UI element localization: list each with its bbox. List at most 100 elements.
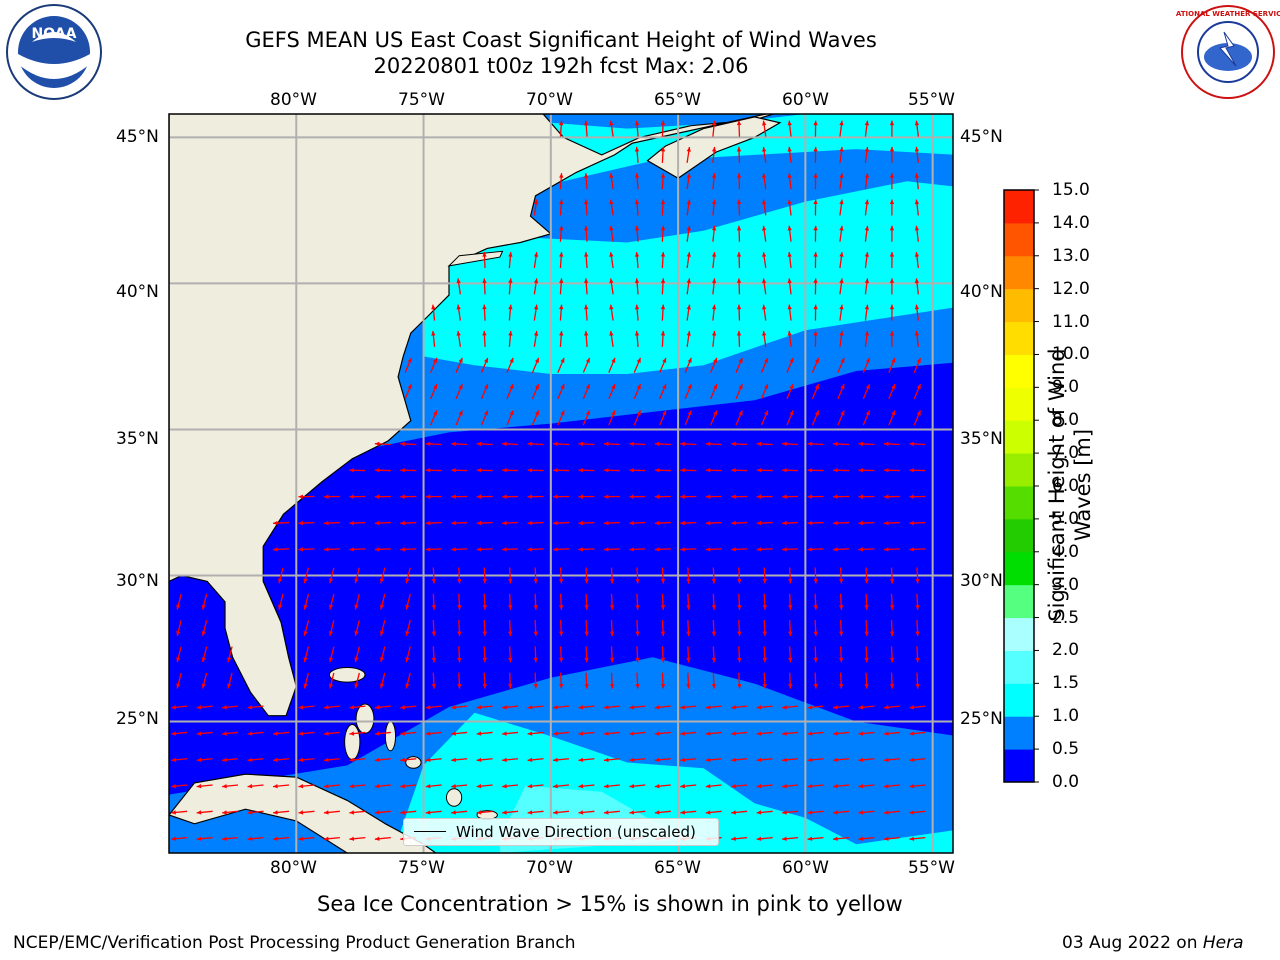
lon-label-bottom: 60°W — [782, 858, 829, 878]
colorbar-label: 3.0 — [1052, 574, 1080, 595]
wave-direction-arrowhead — [553, 441, 558, 447]
wave-direction-arrowhead — [354, 578, 359, 584]
wave-direction-arrowhead — [349, 468, 354, 473]
wave-direction-arrowhead — [379, 630, 385, 636]
wave-direction-arrowhead — [603, 520, 609, 526]
wave-direction-arrowhead — [654, 757, 660, 763]
wave-direction-arrowhead — [654, 784, 660, 789]
wave-direction-arrowhead — [634, 252, 640, 257]
wave-direction-arrowhead — [883, 705, 889, 710]
wave-direction-arrowhead — [328, 604, 334, 610]
wave-direction-arrowhead — [425, 547, 431, 552]
wave-direction-arrowhead — [736, 120, 742, 126]
wave-direction-arrowhead — [584, 252, 589, 257]
wave-direction-arrowhead — [686, 252, 691, 257]
colorbar-label: 0.0 — [1052, 772, 1080, 792]
wave-direction-arrowhead — [662, 357, 667, 363]
wave-direction-arrowhead — [374, 468, 380, 473]
wave-direction-arrowhead — [201, 683, 206, 689]
wave-direction-arrowhead — [858, 441, 864, 447]
wave-direction-arrowhead — [222, 705, 227, 710]
wave-direction-arrowhead — [858, 468, 864, 473]
wave-direction-arrowhead — [686, 173, 691, 179]
lon-label-bottom: 55°W — [908, 858, 955, 878]
wave-direction-arrowhead — [476, 520, 482, 526]
wave-direction-arrowhead — [584, 578, 589, 584]
legend-label: Wind Wave Direction (unscaled) — [456, 823, 696, 841]
wave-direction-arrowhead — [763, 410, 769, 416]
wave-direction-arrowhead — [609, 331, 614, 336]
wave-direction-arrowhead — [833, 520, 838, 526]
wave-direction-arrowhead — [686, 304, 691, 310]
lat-label-left: 25°N — [116, 709, 159, 729]
wave-direction-arrowhead — [476, 441, 482, 447]
wave-direction-arrowhead — [456, 330, 461, 336]
wave-direction-arrowhead — [584, 605, 589, 610]
colorbar-segment — [1004, 387, 1034, 421]
wave-direction-arrowhead — [635, 631, 640, 637]
wave-direction-arrowhead — [839, 578, 844, 584]
wave-direction-arrowhead — [171, 810, 176, 815]
wave-direction-arrowhead — [736, 330, 742, 336]
wave-direction-arrowhead — [527, 757, 533, 763]
colorbar-segment — [1004, 321, 1034, 355]
wave-direction-arrowhead — [915, 605, 920, 610]
wave-direction-arrowhead — [585, 384, 590, 390]
wave-direction-arrowhead — [502, 494, 507, 499]
wave-direction-arrowhead — [222, 810, 227, 815]
wave-direction-arrowhead — [629, 520, 634, 526]
colorbar-label: 14.0 — [1052, 212, 1090, 233]
wave-direction-arrowhead — [914, 225, 920, 231]
wave-direction-arrowhead — [711, 657, 717, 663]
wave-direction-arrowhead — [553, 494, 558, 499]
bahamas-island — [328, 667, 366, 683]
wave-direction-arrowhead — [761, 225, 767, 231]
wave-direction-arrowhead — [278, 578, 283, 584]
wave-direction-arrowhead — [609, 684, 615, 689]
wave-direction-arrowhead — [705, 547, 711, 552]
wave-direction-arrowhead — [247, 784, 253, 789]
colorbar-segment — [1004, 518, 1034, 553]
wave-direction-arrowhead — [914, 146, 920, 152]
wave-direction-arrowhead — [482, 304, 487, 310]
wave-direction-arrowhead — [374, 836, 380, 841]
wave-direction-arrowhead — [482, 330, 487, 336]
bahamas-island — [355, 703, 375, 734]
wave-direction-arrowhead — [559, 120, 564, 126]
wave-direction-arrowhead — [559, 657, 564, 663]
wave-direction-arrowhead — [629, 441, 634, 447]
plot-subtitle: 20220801 t00z 192h fcst Max: 2.06 — [373, 54, 749, 78]
wave-direction-arrowhead — [636, 357, 641, 363]
wave-direction-arrowhead — [788, 657, 793, 663]
footer-date-text: 03 Aug 2022 on — [1062, 933, 1203, 953]
wave-direction-arrowhead — [407, 357, 412, 363]
wave-direction-arrowhead — [889, 304, 895, 310]
wave-direction-arrowhead — [559, 605, 564, 610]
wave-direction-arrowhead — [222, 784, 227, 789]
wave-direction-arrowhead — [323, 547, 329, 552]
wave-direction-arrowhead — [502, 468, 507, 473]
wave-direction-arrowhead — [833, 731, 838, 736]
wave-direction-arrowhead — [634, 304, 640, 310]
colorbar-label: 1.0 — [1052, 706, 1080, 727]
wave-direction-arrowhead — [833, 705, 838, 710]
wave-direction-arrowhead — [839, 657, 844, 663]
wave-direction-arrowhead — [756, 810, 762, 815]
wave-direction-arrowhead — [458, 357, 463, 363]
wave-direction-arrowhead — [909, 810, 915, 815]
wave-direction-arrowhead — [889, 631, 895, 637]
wave-direction-arrowhead — [476, 731, 482, 736]
north-america-land — [169, 114, 776, 717]
wave-direction-arrowhead — [578, 810, 584, 815]
wave-direction-arrowhead — [737, 684, 742, 689]
wave-direction-arrowhead — [349, 757, 355, 763]
wave-direction-arrowhead — [839, 225, 844, 231]
wave-direction-arrowhead — [711, 252, 717, 257]
colorbar-label: 5.0 — [1052, 508, 1080, 529]
wave-direction-arrowhead — [865, 357, 870, 363]
colorbar-label: 10.0 — [1052, 344, 1090, 365]
lat-label-left: 45°N — [116, 127, 159, 147]
wave-direction-arrowhead — [609, 199, 614, 205]
wave-direction-arrowhead — [508, 631, 513, 637]
wave-direction-arrowhead — [660, 684, 666, 689]
